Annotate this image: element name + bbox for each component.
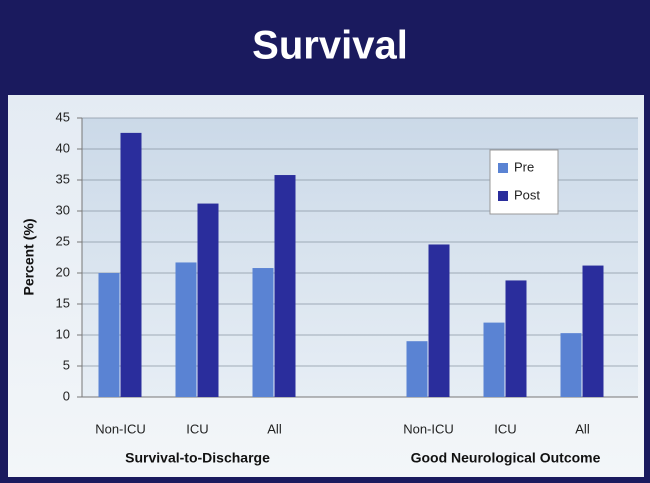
bar xyxy=(560,333,582,397)
y-tick-label: 20 xyxy=(56,264,70,279)
legend-swatch xyxy=(498,163,508,173)
x-tick-label: Non-ICU xyxy=(403,421,454,436)
y-tick-label: 30 xyxy=(56,202,70,217)
y-axis-label: Percent (%) xyxy=(21,218,37,295)
bar xyxy=(98,273,120,397)
bar xyxy=(120,132,142,397)
bar xyxy=(406,341,428,397)
y-tick-label: 40 xyxy=(56,140,70,155)
y-tick-label: 0 xyxy=(63,388,70,403)
legend-box xyxy=(489,149,559,215)
group-label: Good Neurological Outcome xyxy=(411,450,601,466)
bar xyxy=(582,265,604,397)
y-tick-label: 45 xyxy=(56,109,70,124)
y-tick-label: 5 xyxy=(63,357,70,372)
y-tick-label: 10 xyxy=(56,326,70,341)
legend-label: Post xyxy=(514,187,540,202)
bar xyxy=(197,203,219,397)
y-tick-label: 25 xyxy=(56,233,70,248)
chart-title: Survival xyxy=(252,24,408,68)
x-tick-label: Non-ICU xyxy=(95,421,146,436)
legend-label: Pre xyxy=(514,159,534,174)
bar xyxy=(428,244,450,397)
bar xyxy=(483,322,505,397)
x-tick-label: All xyxy=(267,421,282,436)
bar xyxy=(175,262,197,397)
x-tick-label: ICU xyxy=(186,421,208,436)
group-label: Survival-to-Discharge xyxy=(125,450,270,466)
bar xyxy=(505,280,527,397)
y-tick-label: 35 xyxy=(56,171,70,186)
bar xyxy=(274,175,296,397)
x-tick-label: ICU xyxy=(494,421,516,436)
y-tick-label: 15 xyxy=(56,295,70,310)
bar xyxy=(252,268,274,397)
legend-swatch xyxy=(498,191,508,201)
x-tick-label: All xyxy=(575,421,590,436)
